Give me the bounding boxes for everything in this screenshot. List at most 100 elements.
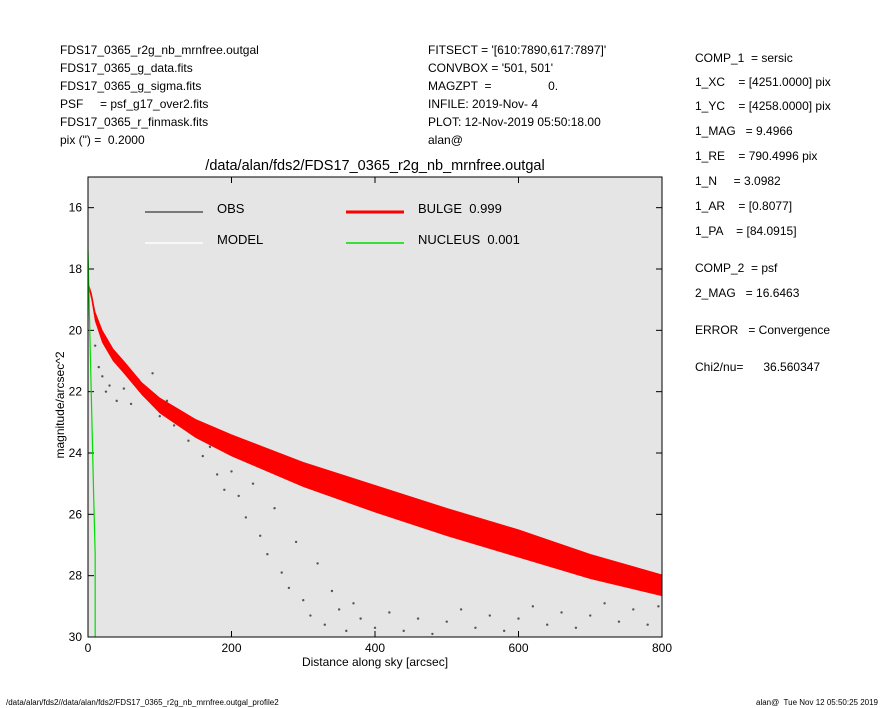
obs-point [187,439,190,442]
y-tick-label: 16 [69,201,83,215]
footer-path: /data/alan/fds2//data/alan/fds2/FDS17_03… [6,698,279,707]
fit-parameter: 1_XC = [4251.0000] pix [695,75,831,89]
obs-point [201,454,204,458]
obs-point [402,629,405,633]
plot-frame [87,176,663,638]
obs-point [323,623,326,626]
legend-label: BULGE 0.999 [418,201,502,216]
y-tick-label: 30 [69,630,83,644]
x-tick-label: 200 [221,641,241,655]
bulge-band [88,284,662,597]
obs-point [431,632,434,636]
obs-point [244,516,248,519]
header-mid-line: PLOT: 12-Nov-2019 05:50:18.00 [428,115,601,129]
obs-point [251,482,255,485]
obs-point [230,470,233,473]
header-mid-line: INFILE: 2019-Nov- 4 [428,97,538,111]
y-tick-label: 26 [69,507,83,521]
y-tick-label: 24 [69,446,83,460]
obs-point [259,534,262,537]
header-mid-line: alan@ [428,133,463,147]
header-mid-line: MAGZPT = 0. [428,79,558,93]
fit-parameter: 2_MAG = 16.6463 [695,286,800,300]
obs-point [129,402,133,406]
header-left-line: FDS17_0365_r_finmask.fits [60,115,208,129]
fit-parameter: Chi2/nu= 36.560347 [695,360,820,374]
obs-point [546,623,549,626]
y-axis-label: magnitude/arcsec^2 [53,351,67,458]
obs-point [97,365,100,369]
y-tick-label: 18 [69,262,83,276]
obs-point [223,488,226,491]
obs-point [115,399,118,403]
obs-point [531,605,535,608]
fit-parameter: 1_YC = [4258.0000] pix [695,99,831,113]
fit-parameter: 1_MAG = 9.4966 [695,124,793,138]
obs-point [208,445,212,449]
header-mid-line: FITSECT = '[610:7890,617:7897]' [428,43,606,57]
y-tick-label: 20 [69,323,83,337]
header-left-line: FDS17_0365_g_sigma.fits [60,79,201,93]
obs-point [589,614,592,617]
obs-point [122,387,126,390]
legend-label: OBS [217,201,245,216]
header-left-line: pix (") = 0.2000 [60,133,145,147]
obs-point [215,473,219,476]
obs-point [388,611,391,614]
obs-point [280,571,283,574]
obs-point [266,553,269,556]
fit-parameter: 1_N = 3.0982 [695,174,781,188]
fit-parameter: ERROR = Convergence [695,323,830,337]
header-left-line: PSF = psf_g17_over2.fits [60,97,208,111]
x-tick-label: 600 [508,641,528,655]
obs-point [237,494,240,498]
legend-label: NUCLEUS 0.001 [418,232,520,247]
x-tick-label: 400 [365,641,385,655]
obs-point [445,620,448,623]
obs-point [93,344,97,347]
footer-date: alan@ Tue Nov 12 05:50:25 2019 [756,698,879,707]
obs-point [617,620,621,623]
legend-label: MODEL [217,232,263,247]
obs-point [373,626,377,629]
obs-point [459,608,463,611]
obs-point [309,614,312,617]
header-left-line: FDS17_0365_g_data.fits [60,61,193,75]
plot-layer [88,250,662,637]
obs-point [316,562,319,565]
y-tick-label: 22 [69,385,83,399]
header-mid-line: CONVBOX = '501, 501' [428,61,553,75]
obs-point [474,626,477,629]
obs-point [632,608,635,611]
obs-point [172,424,176,427]
x-axis-label: Distance along sky [arcsec] [302,655,448,669]
obs-point [101,375,104,378]
obs-point [603,602,606,605]
obs-point [657,605,660,608]
x-tick-label: 0 [85,641,92,655]
obs-point [330,589,334,593]
obs-point [273,507,276,510]
header-left-line: FDS17_0365_r2g_nb_mrnfree.outgal [60,43,259,57]
obs-point [646,623,649,626]
obs-point [287,586,291,590]
obs-point [345,629,348,633]
obs-point [502,629,506,633]
fit-parameter: 1_AR = [0.8077] [695,199,792,213]
y-tick-label: 28 [69,569,83,583]
obs-point [359,617,362,620]
obs-point [352,602,355,605]
obs-point [294,540,298,544]
obs-point [158,415,161,418]
obs-point [108,384,111,387]
obs-point [488,614,491,617]
nucleus-line [88,250,96,637]
fit-parameter: 1_PA = [84.0915] [695,224,797,238]
obs-point [560,611,563,614]
obs-point [151,372,154,375]
fit-parameter: COMP_2 = psf [695,261,778,275]
chart-title: /data/alan/fds2/FDS17_0365_r2g_nb_mrnfre… [205,158,544,174]
obs-point [302,599,305,602]
obs-point [337,608,341,611]
